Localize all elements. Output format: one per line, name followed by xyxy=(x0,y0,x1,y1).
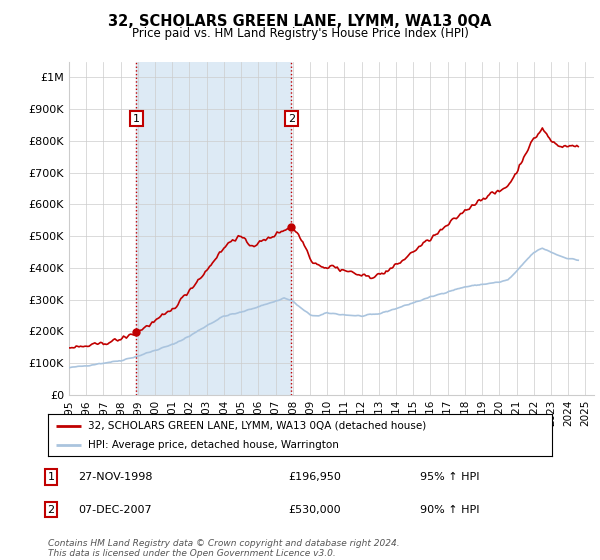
Text: 32, SCHOLARS GREEN LANE, LYMM, WA13 0QA: 32, SCHOLARS GREEN LANE, LYMM, WA13 0QA xyxy=(108,14,492,29)
Text: 32, SCHOLARS GREEN LANE, LYMM, WA13 0QA (detached house): 32, SCHOLARS GREEN LANE, LYMM, WA13 0QA … xyxy=(88,421,427,431)
Text: HPI: Average price, detached house, Warrington: HPI: Average price, detached house, Warr… xyxy=(88,440,339,450)
Text: Price paid vs. HM Land Registry's House Price Index (HPI): Price paid vs. HM Land Registry's House … xyxy=(131,27,469,40)
Text: 07-DEC-2007: 07-DEC-2007 xyxy=(78,505,152,515)
Text: 1: 1 xyxy=(133,114,140,124)
Text: 90% ↑ HPI: 90% ↑ HPI xyxy=(420,505,479,515)
Text: 2: 2 xyxy=(288,114,295,124)
Text: 95% ↑ HPI: 95% ↑ HPI xyxy=(420,472,479,482)
Bar xyxy=(136,62,292,395)
Text: £530,000: £530,000 xyxy=(288,505,341,515)
Text: 2: 2 xyxy=(47,505,55,515)
Text: 1: 1 xyxy=(47,472,55,482)
Text: £196,950: £196,950 xyxy=(288,472,341,482)
Text: Contains HM Land Registry data © Crown copyright and database right 2024.
This d: Contains HM Land Registry data © Crown c… xyxy=(48,539,400,558)
Text: 27-NOV-1998: 27-NOV-1998 xyxy=(78,472,152,482)
